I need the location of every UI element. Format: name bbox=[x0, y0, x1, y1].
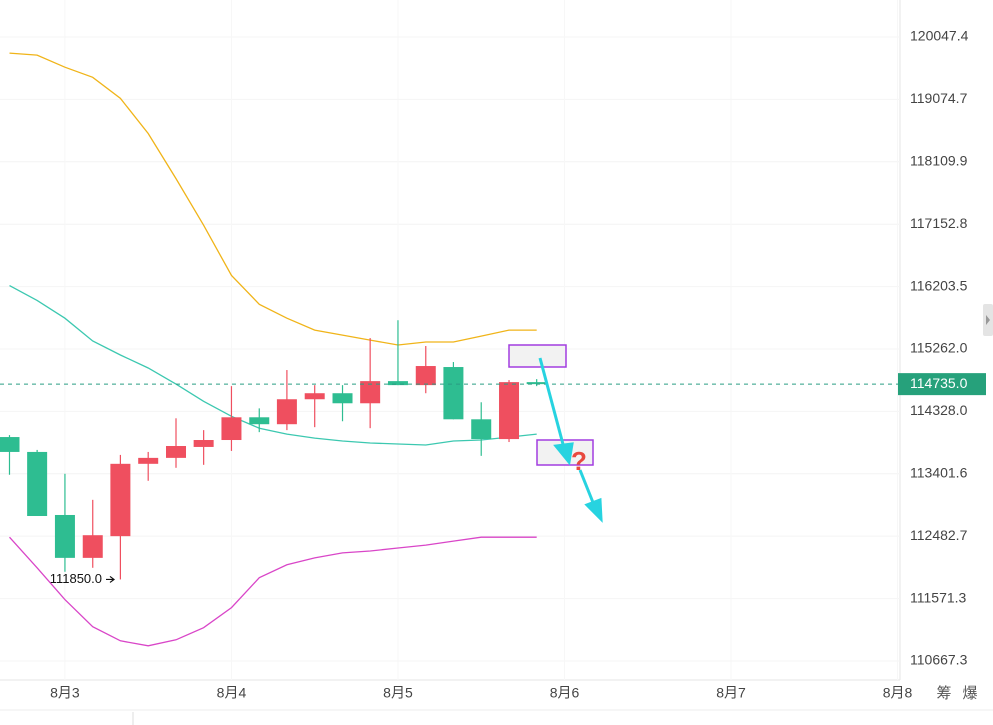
band-line bbox=[9, 536, 537, 647]
y-tick-label: 111571.3 bbox=[910, 589, 967, 605]
y-tick-label: 120047.4 bbox=[910, 28, 969, 44]
x-tick-label: 8月3 bbox=[50, 685, 80, 701]
x-tick-label: 8月5 bbox=[383, 685, 413, 701]
side-tab-arrow bbox=[986, 315, 990, 325]
x-tick-label: 8月7 bbox=[716, 685, 746, 701]
candle-body bbox=[138, 457, 159, 464]
y-tick-label: 116203.5 bbox=[910, 277, 968, 293]
footer-label[interactable]: 筹 bbox=[936, 685, 951, 702]
x-tick-label: 8月4 bbox=[217, 685, 247, 701]
candle-body bbox=[443, 367, 464, 420]
y-tick-label: 119074.7 bbox=[910, 90, 968, 106]
band-line bbox=[9, 285, 537, 446]
candle-body bbox=[471, 419, 492, 440]
candle-body bbox=[526, 382, 547, 385]
band-line bbox=[9, 52, 537, 346]
last-price-label: 114735.0 bbox=[910, 375, 968, 391]
y-tick-label: 118109.9 bbox=[910, 152, 968, 168]
plot: 120047.4 119074.7 118109.9 117152.8 116203.5… bbox=[0, 27, 986, 701]
drawn-box bbox=[508, 344, 567, 368]
candle-body bbox=[166, 446, 187, 458]
annotation: ? bbox=[571, 446, 587, 476]
y-tick-label: 114328.0 bbox=[910, 402, 968, 418]
candle-body bbox=[304, 393, 325, 400]
y-tick-label: 115262.0 bbox=[910, 340, 968, 356]
y-tick-label: 113401.6 bbox=[910, 464, 968, 480]
candle-body bbox=[221, 417, 242, 441]
candle-body bbox=[360, 381, 381, 404]
low-marker-label: 111850.0 bbox=[50, 571, 102, 586]
arrow-head bbox=[584, 497, 603, 523]
arrow-line bbox=[578, 469, 596, 506]
candle-body bbox=[193, 440, 214, 447]
candle-body bbox=[276, 399, 297, 425]
last-price-tag bbox=[898, 373, 986, 396]
x-tick-label: 8月8 bbox=[883, 685, 913, 701]
candle-body bbox=[332, 393, 353, 404]
candle-body bbox=[415, 366, 436, 386]
candle-body bbox=[27, 451, 48, 517]
footer-label[interactable]: 爆 bbox=[962, 685, 977, 702]
y-tick-label: 110667.3 bbox=[910, 652, 968, 668]
candle-body bbox=[387, 381, 408, 386]
drawn-arrows bbox=[538, 357, 603, 523]
x-tick-label: 8月6 bbox=[550, 685, 580, 701]
arrow-head bbox=[553, 442, 574, 466]
y-tick-label: 117152.8 bbox=[910, 215, 968, 231]
candle-body bbox=[54, 514, 75, 558]
y-tick-label: 112482.7 bbox=[910, 527, 968, 543]
low-marker-arrow bbox=[106, 575, 115, 583]
candle-body bbox=[110, 463, 131, 537]
candle-body bbox=[82, 535, 103, 558]
arrow-line bbox=[538, 357, 566, 449]
candle-body bbox=[499, 382, 520, 440]
candle-body bbox=[249, 417, 270, 425]
candle-body bbox=[0, 437, 20, 452]
